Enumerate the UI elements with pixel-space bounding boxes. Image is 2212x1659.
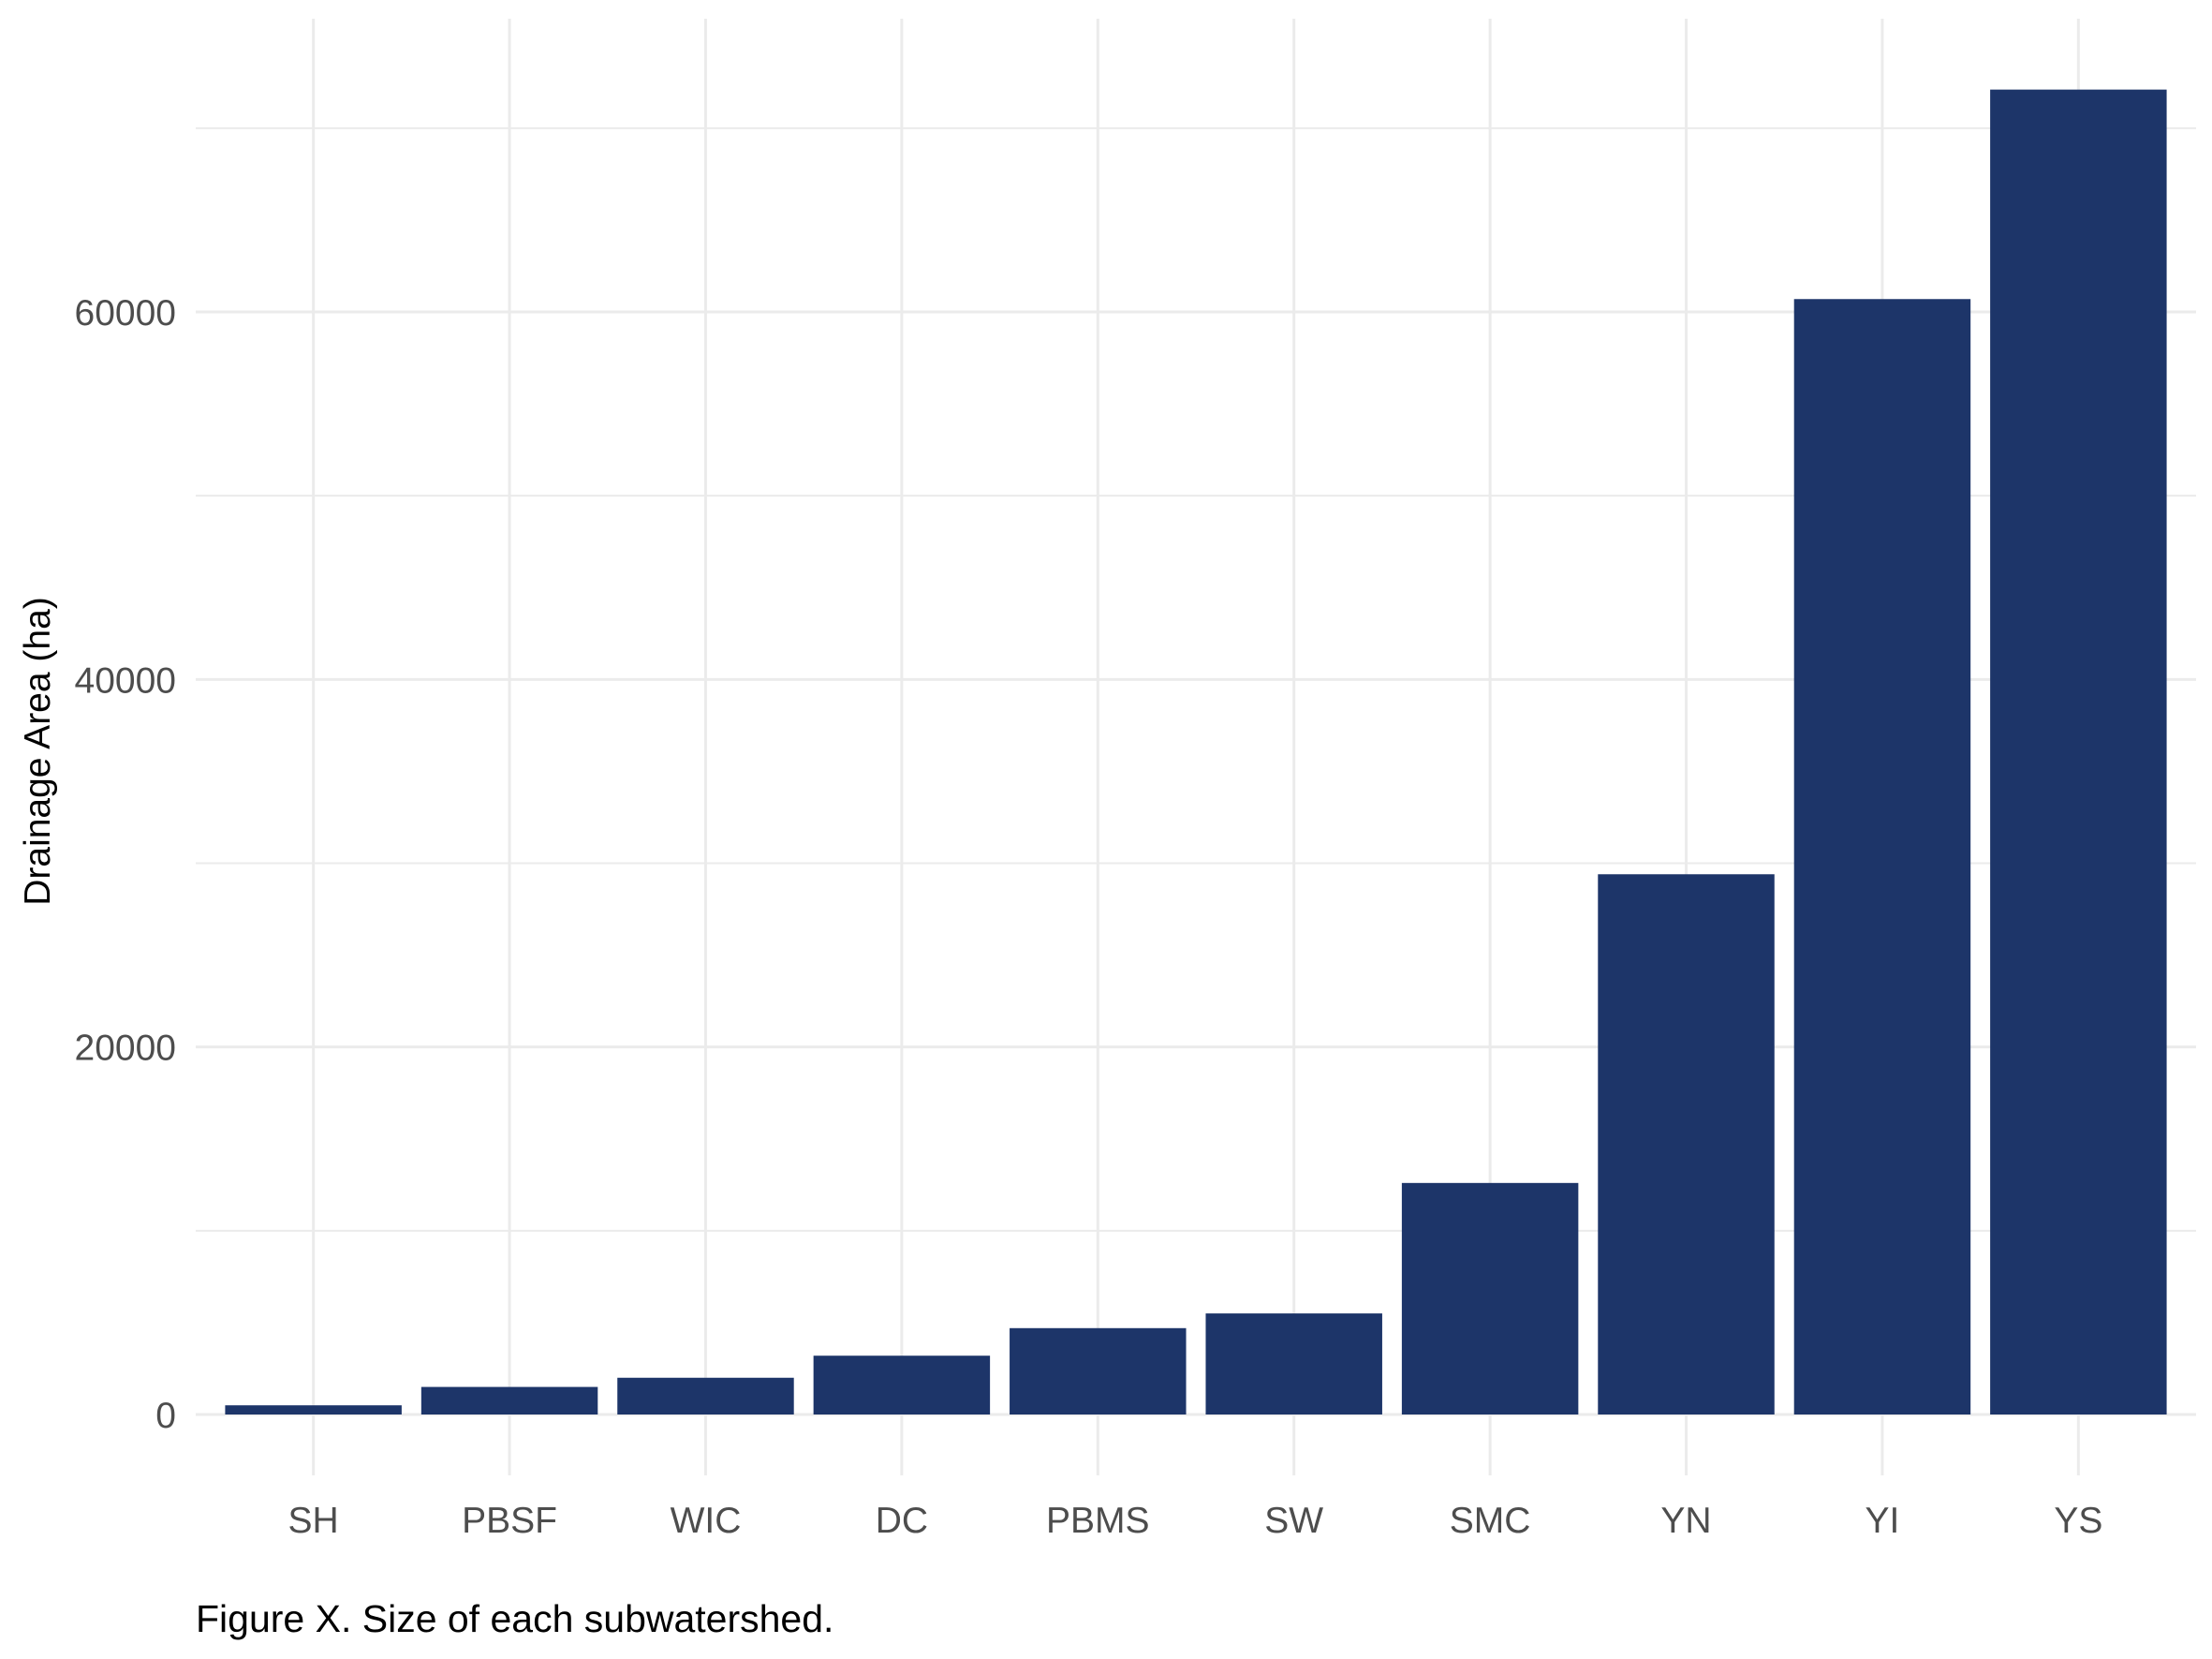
bars <box>225 89 2167 1415</box>
bar-ys <box>1990 89 2167 1415</box>
y-tick-labels: 0 20000 40000 60000 <box>75 293 176 1436</box>
y-tick-label: 0 <box>155 1396 176 1436</box>
bar-yn <box>1598 874 1775 1415</box>
x-tick-label: YI <box>1865 1501 1900 1541</box>
x-tick-label: PBMS <box>1046 1501 1150 1541</box>
y-tick-label: 20000 <box>75 1029 176 1069</box>
bar-dc <box>813 1355 991 1415</box>
x-tick-label: SW <box>1264 1501 1323 1541</box>
x-tick-label: YN <box>1660 1501 1711 1541</box>
y-axis-title: Drainage Area (ha) <box>18 597 58 906</box>
bar-yi <box>1793 299 1971 1415</box>
x-tick-label: PBSF <box>462 1501 557 1541</box>
x-tick-label: WIC <box>671 1501 742 1541</box>
y-tick-label: 60000 <box>75 293 176 333</box>
x-tick-labels: SH PBSF WIC DC PBMS SW SMC YN YI YS <box>288 1501 2103 1541</box>
figure-caption: Figure X. Size of each subwatershed. <box>196 1597 834 1640</box>
bar-smc <box>1401 1182 1579 1415</box>
x-tick-label: SH <box>288 1501 339 1541</box>
bar-wic <box>617 1377 794 1415</box>
y-tick-label: 40000 <box>75 660 176 701</box>
bar-pbsf <box>420 1386 598 1415</box>
bar-sw <box>1205 1313 1382 1415</box>
x-tick-label: YS <box>2054 1501 2102 1541</box>
x-tick-label: SMC <box>1450 1501 1531 1541</box>
bar-pbms <box>1010 1327 1187 1415</box>
bar-sh <box>225 1405 402 1415</box>
x-tick-label: DC <box>876 1501 928 1541</box>
